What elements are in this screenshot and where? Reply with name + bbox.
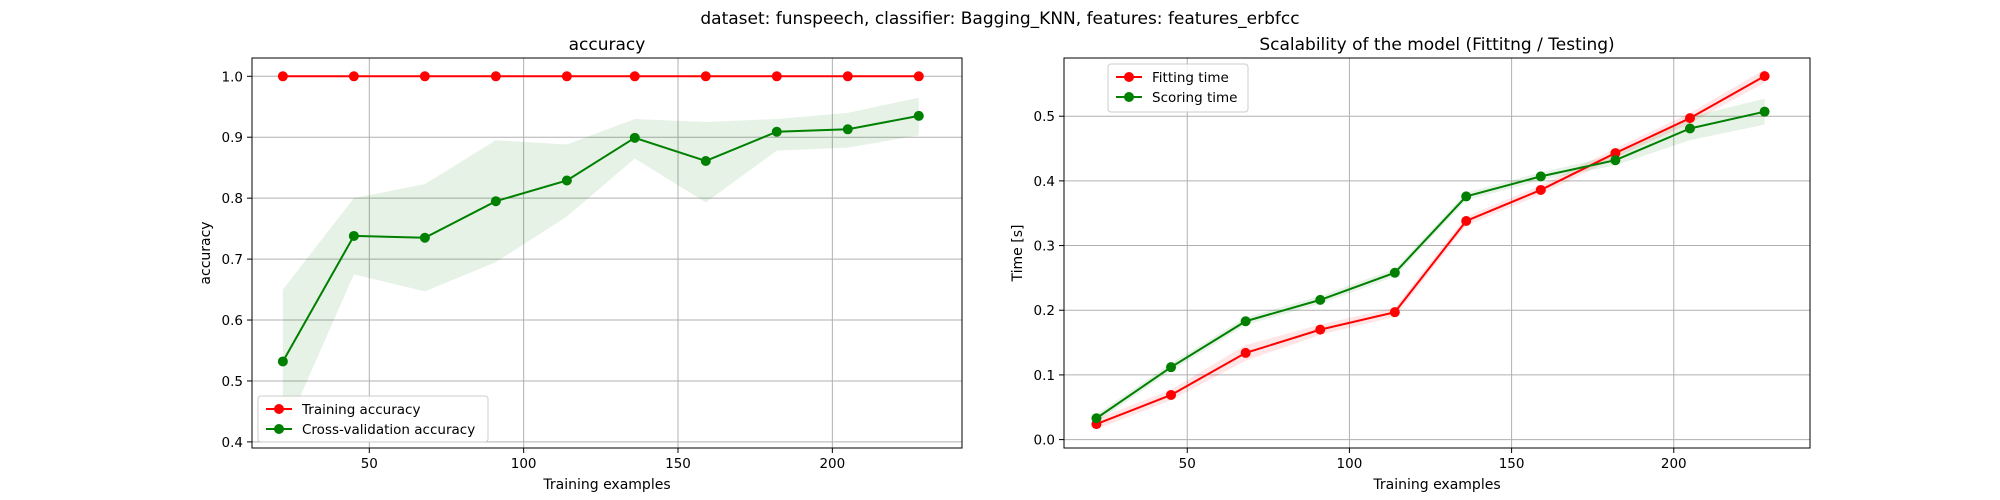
chart2-series-2-point-8 — [1684, 123, 1695, 134]
chart1-series-2-point-3 — [490, 196, 501, 207]
chart2-series-2-point-4 — [1389, 267, 1400, 278]
chart2-xtick-label-2: 150 — [1499, 456, 1525, 472]
chart1-series-2-point-6 — [700, 155, 711, 166]
chart2-series-1-point-7 — [1610, 148, 1621, 159]
chart1-series-1-point-5 — [629, 71, 640, 82]
chart2-series-1-band — [1096, 69, 1765, 430]
chart1-series-2-point-4 — [561, 175, 572, 186]
chart2-series-1-point-1 — [1166, 389, 1177, 400]
chart1-ytick-label-1: 0.5 — [222, 374, 243, 390]
chart1-series-2-point-7 — [771, 126, 782, 137]
chart2-ytick-label-0: 0.0 — [1034, 433, 1055, 449]
chart1-legend-label-1: Training accuracy — [301, 402, 420, 418]
chart1-series-2-point-2 — [419, 232, 430, 243]
chart1-series-1-point-3 — [490, 71, 501, 82]
chart2-ytick-label-5: 0.5 — [1034, 109, 1055, 125]
chart1-series-2-line — [281, 114, 919, 362]
chart2-series-1-point-5 — [1461, 215, 1472, 226]
chart2-ytick-label-1: 0.1 — [1034, 368, 1055, 384]
chart1-series-1-point-6 — [700, 71, 711, 82]
chart2-title: Scalability of the model (Fittitng / Tes… — [1259, 35, 1614, 55]
chart1-ytick-label-5: 0.9 — [222, 130, 243, 146]
chart1-legend: Training accuracy Cross-validation accura… — [257, 395, 489, 443]
chart2-series-2-point-1 — [1166, 362, 1177, 373]
chart2-legend: Fitting time Scoring time — [1107, 63, 1249, 113]
chart1-legend-marker-1 — [274, 404, 284, 414]
chart1-series-2-point-8 — [842, 124, 853, 135]
chart1-series-2-point-9 — [913, 110, 924, 121]
chart1-ylabel: accuracy — [198, 221, 214, 284]
chart2-series-1-point-2 — [1240, 347, 1251, 358]
chart2-xtick-label-1: 100 — [1337, 456, 1363, 472]
chart2-series-1-line — [1096, 75, 1766, 426]
chart1-series-1-point-0 — [277, 71, 288, 82]
chart2-ytick-label-4: 0.4 — [1034, 174, 1055, 190]
chart2-series-2-point-5 — [1461, 191, 1472, 202]
chart1-xtick-label-2: 150 — [665, 456, 691, 472]
chart2-legend-label-1: Fitting time — [1152, 70, 1229, 86]
chart1-series-1-point-8 — [842, 71, 853, 82]
chart2-ytick-label-3: 0.3 — [1034, 239, 1055, 255]
chart1-legend-label-2: Cross-validation accuracy — [302, 422, 475, 438]
chart2-ytick-label-2: 0.2 — [1034, 303, 1055, 319]
chart1-xlabel: Training examples — [542, 477, 670, 493]
chart2-xtick-label-3: 200 — [1661, 456, 1687, 472]
chart1-legend-box — [257, 395, 489, 443]
chart2-legend-label-2: Scoring time — [1152, 90, 1237, 106]
chart1-xtick-label-1: 100 — [511, 456, 537, 472]
figure-suptitle: dataset: funspeech, classifier: Bagging_… — [700, 9, 1299, 29]
chart1-series-1-point-4 — [561, 71, 572, 82]
chart1-series-2-point-5 — [629, 132, 640, 143]
chart1-frame — [251, 57, 963, 449]
chart2-frame — [1063, 57, 1811, 449]
chart2-legend-marker-1 — [1124, 72, 1134, 82]
chart2-xlabel: Training examples — [1372, 477, 1500, 493]
chart1-ytick-label-4: 0.8 — [222, 191, 243, 207]
chart2-ylabel: Time [s] — [1010, 225, 1026, 283]
chart2-series-2-point-7 — [1610, 155, 1621, 166]
chart2-legend-marker-2 — [1124, 92, 1134, 102]
chart2-legend-box — [1107, 63, 1249, 113]
chart2-series-1-point-6 — [1535, 184, 1546, 195]
chart2-series-2-point-3 — [1315, 294, 1326, 305]
chart1-xtick-label-0: 50 — [361, 456, 378, 472]
chart1-series-2-point-0 — [277, 356, 288, 367]
chart1-series-1-point-9 — [913, 71, 924, 82]
chart1-legend-marker-2 — [274, 424, 284, 434]
chart1-series-2-band — [282, 97, 919, 436]
chart1-series-1-point-1 — [348, 71, 359, 82]
chart1-ytick-label-0: 0.4 — [222, 435, 243, 451]
chart1-title: accuracy — [569, 35, 646, 55]
chart2-series-2-point-9 — [1759, 106, 1770, 117]
chart1-series-1-point-7 — [771, 71, 782, 82]
chart1-xtick-label-3: 200 — [819, 456, 845, 472]
chart1-ytick-label-2: 0.6 — [222, 313, 243, 329]
chart2-series-1-point-8 — [1684, 113, 1695, 124]
chart1-series-1-point-2 — [419, 71, 430, 82]
chart2-series-2-line — [1095, 110, 1765, 420]
chart2-series-1-point-9 — [1759, 71, 1770, 82]
chart2-series-2-point-2 — [1240, 316, 1251, 327]
chart1-series-2-point-1 — [348, 230, 359, 241]
chart2-series-2-point-6 — [1535, 171, 1546, 182]
chart2-series-2-band — [1096, 98, 1765, 423]
chart2-series-1-point-4 — [1389, 307, 1400, 318]
chart2-series-2-point-0 — [1091, 413, 1102, 424]
chart1-ytick-label-6: 1.0 — [222, 69, 243, 85]
chart1-ytick-label-3: 0.7 — [222, 252, 243, 268]
chart2-series-1-point-3 — [1315, 324, 1326, 335]
chart1-axes: 50 100 150 200 0.4 0.5 0.6 0.7 0.8 0.9 1.0 accuracy… — [198, 35, 963, 493]
chart2-xtick-label-0: 50 — [1179, 456, 1196, 472]
chart2-axes: 50 100 150 200 0.0 0.1 0.2 0.3 0.4 0.5 Scalability… — [1010, 35, 1811, 493]
